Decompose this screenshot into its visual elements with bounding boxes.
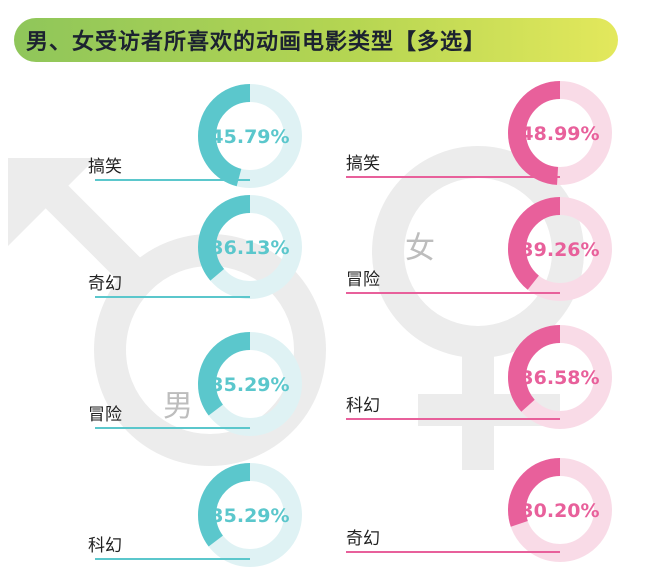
- male-donut-value-arc: [198, 195, 302, 299]
- male-category-label: 搞笑: [88, 157, 122, 177]
- female-category-label: 冒险: [346, 270, 380, 290]
- female-donut-value-arc: [508, 81, 612, 185]
- male-category-label: 奇幻: [88, 274, 122, 294]
- male-percent-label: 35.29%: [210, 505, 289, 527]
- male-percent-label: 36.13%: [210, 237, 289, 259]
- female-percent-label: 39.26%: [520, 239, 599, 261]
- female-percent-label: 30.20%: [520, 500, 599, 522]
- male-category-label: 冒险: [88, 405, 122, 425]
- chart-title: 男、女受访者所喜欢的动画电影类型【多选】: [26, 30, 487, 55]
- male-category-label: 科幻: [88, 536, 122, 556]
- male-donut-value-arc: [198, 84, 302, 188]
- female-donut-value-arc: [508, 197, 612, 301]
- male-donut-value-arc: [198, 332, 302, 436]
- title-banner: 男、女受访者所喜欢的动画电影类型【多选】: [14, 18, 618, 62]
- male-symbol-arrowhead: [8, 158, 96, 246]
- male-symbol-label: 男: [163, 389, 193, 424]
- male-percent-label: 35.29%: [210, 374, 289, 396]
- female-symbol-label: 女: [405, 231, 435, 266]
- female-percent-label: 48.99%: [520, 123, 599, 145]
- male-percent-label: 45.79%: [210, 126, 289, 148]
- male-donut-value-arc: [198, 463, 302, 567]
- female-category-label: 奇幻: [346, 529, 380, 549]
- female-category-label: 搞笑: [346, 154, 380, 174]
- female-category-label: 科幻: [346, 396, 380, 416]
- female-donut-value-arc: [508, 458, 612, 562]
- female-percent-label: 36.58%: [520, 367, 599, 389]
- female-donut-value-arc: [508, 325, 612, 429]
